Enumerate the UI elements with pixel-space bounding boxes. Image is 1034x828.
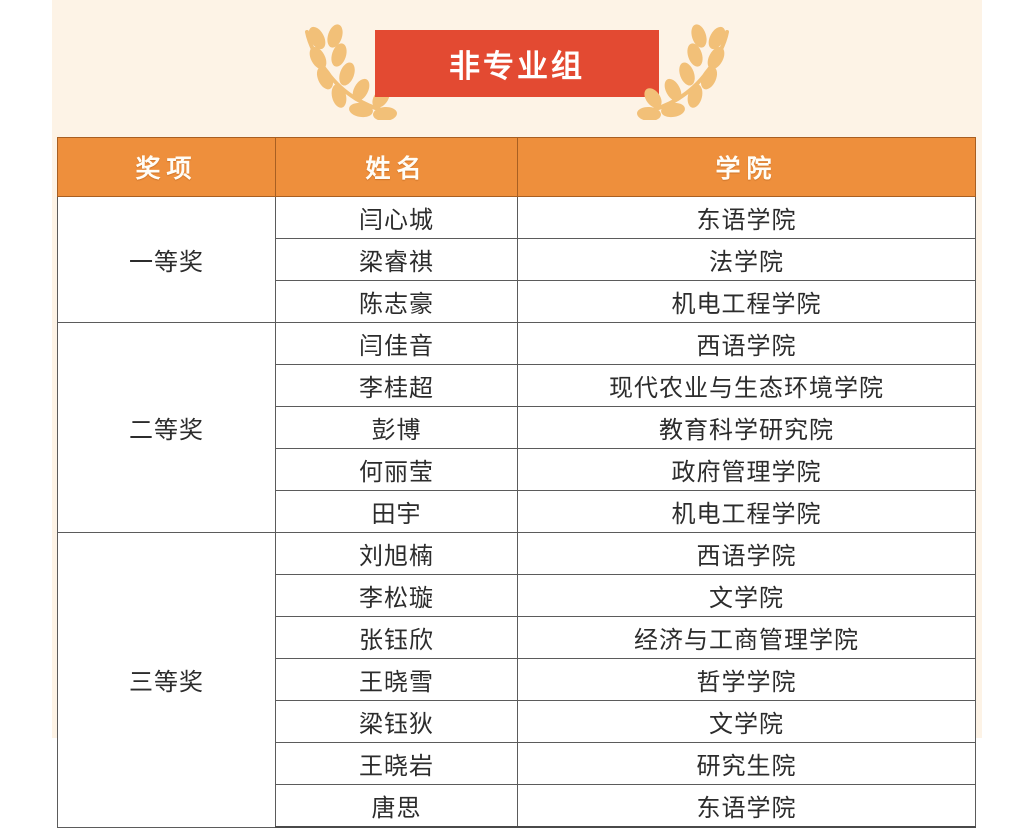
column-header-award: 奖项 bbox=[57, 137, 276, 197]
award-group-label: 二等奖 bbox=[57, 322, 276, 533]
banner: 非专业组 bbox=[52, 22, 982, 130]
column-header-name: 姓名 bbox=[275, 137, 518, 197]
winner-name: 刘旭楠 bbox=[275, 532, 518, 575]
table-row: 何丽莹 政府管理学院 bbox=[58, 448, 976, 491]
banner-title: 非专业组 bbox=[449, 49, 585, 84]
winner-name: 闫佳音 bbox=[275, 322, 518, 365]
winner-college: 哲学学院 bbox=[517, 658, 976, 701]
winner-college: 文学院 bbox=[517, 574, 976, 617]
winner-name: 梁睿祺 bbox=[275, 238, 518, 281]
winner-college: 西语学院 bbox=[517, 322, 976, 365]
winner-name: 王晓雪 bbox=[275, 658, 518, 701]
table-row: 王晓雪 哲学学院 bbox=[58, 658, 976, 701]
table-row: 一等奖 闫心城 东语学院 bbox=[57, 196, 976, 323]
table-row: 李桂超 现代农业与生态环境学院 bbox=[58, 364, 976, 407]
winner-name: 王晓岩 bbox=[275, 742, 518, 785]
award-group-label: 一等奖 bbox=[57, 196, 276, 323]
award-group-label: 三等奖 bbox=[57, 532, 276, 828]
table-row: 李松璇 文学院 bbox=[58, 574, 976, 617]
winner-college: 政府管理学院 bbox=[517, 448, 976, 491]
winner-college: 研究生院 bbox=[517, 742, 976, 785]
column-header-college: 学院 bbox=[517, 137, 976, 197]
winner-name: 李松璇 bbox=[275, 574, 518, 617]
table-row: 二等奖 闫佳音 西语学院 bbox=[57, 322, 976, 533]
winner-name: 唐思 bbox=[275, 784, 518, 828]
wheat-branch-icon bbox=[295, 24, 415, 122]
winner-college: 机电工程学院 bbox=[517, 280, 976, 323]
banner-plate: 非专业组 bbox=[375, 30, 659, 97]
winner-college: 文学院 bbox=[517, 700, 976, 743]
winner-name: 彭博 bbox=[275, 406, 518, 449]
table-body: 一等奖 闫心城 东语学院 梁睿祺 法学院 陈志豪 机电工程学院 二等奖 闫佳音 西语学院 李桂超 现代… bbox=[57, 196, 976, 828]
winner-college: 教育科学研究院 bbox=[517, 406, 976, 449]
winner-college: 经济与工商管理学院 bbox=[517, 616, 976, 659]
winner-name: 田宇 bbox=[275, 490, 518, 533]
winner-name: 何丽莹 bbox=[275, 448, 518, 491]
table-row: 三等奖 刘旭楠 西语学院 bbox=[57, 532, 976, 828]
winner-college: 机电工程学院 bbox=[517, 490, 976, 533]
winner-college: 东语学院 bbox=[517, 784, 976, 828]
table-row: 梁睿祺 法学院 bbox=[58, 238, 976, 281]
winner-college: 法学院 bbox=[517, 238, 976, 281]
winner-college: 东语学院 bbox=[517, 196, 976, 239]
table-header-row: 奖项 姓名 学院 bbox=[57, 137, 976, 197]
winner-name: 张钰欣 bbox=[275, 616, 518, 659]
winner-name: 闫心城 bbox=[275, 196, 518, 239]
winner-name: 李桂超 bbox=[275, 364, 518, 407]
table-row: 田宇 机电工程学院 bbox=[58, 490, 976, 533]
winner-college: 现代农业与生态环境学院 bbox=[517, 364, 976, 407]
table-row: 彭博 教育科学研究院 bbox=[58, 406, 976, 449]
winner-name: 陈志豪 bbox=[275, 280, 518, 323]
award-table: 奖项 姓名 学院 一等奖 闫心城 东语学院 梁睿祺 法学院 陈志豪 机电工程学院 二等奖 闫佳音… bbox=[57, 137, 976, 828]
wheat-branch-icon bbox=[619, 24, 739, 122]
winner-college: 西语学院 bbox=[517, 532, 976, 575]
winner-name: 梁钰狄 bbox=[275, 700, 518, 743]
award-list-page: 非专业组 bbox=[52, 0, 982, 828]
